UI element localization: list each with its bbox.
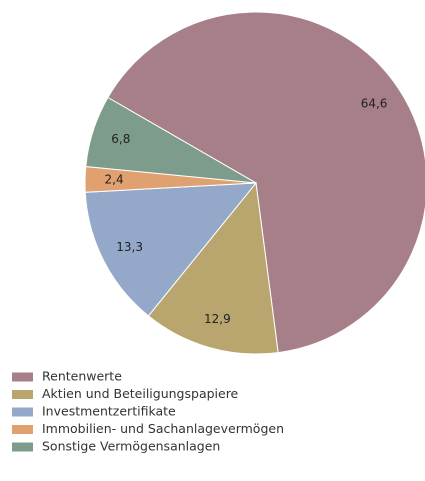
legend-label: Sonstige Vermögensanlagen (42, 439, 220, 454)
slice-label: 12,9 (204, 312, 231, 326)
legend-label: Investmentzertifikate (42, 404, 176, 419)
slice-label: 6,8 (111, 132, 130, 146)
legend-label: Rentenwerte (42, 369, 122, 384)
legend-swatch (12, 407, 33, 417)
pie-slice (147, 181, 279, 355)
slice-label: 64,6 (361, 97, 388, 111)
legend-swatch (12, 372, 33, 382)
legend-label: Immobilien- und Sachanlagevermögen (42, 421, 284, 436)
pie-slice (84, 182, 258, 317)
legend-swatch (12, 442, 33, 452)
slice-label: 13,3 (116, 240, 143, 254)
legend-label: Aktien und Beteiligungspapiere (42, 386, 239, 401)
pie-slice (107, 11, 425, 354)
slice-label: 2,4 (105, 173, 124, 187)
legend-swatch (12, 390, 33, 399)
pie-slice (85, 96, 257, 184)
legend-swatch (12, 425, 33, 434)
